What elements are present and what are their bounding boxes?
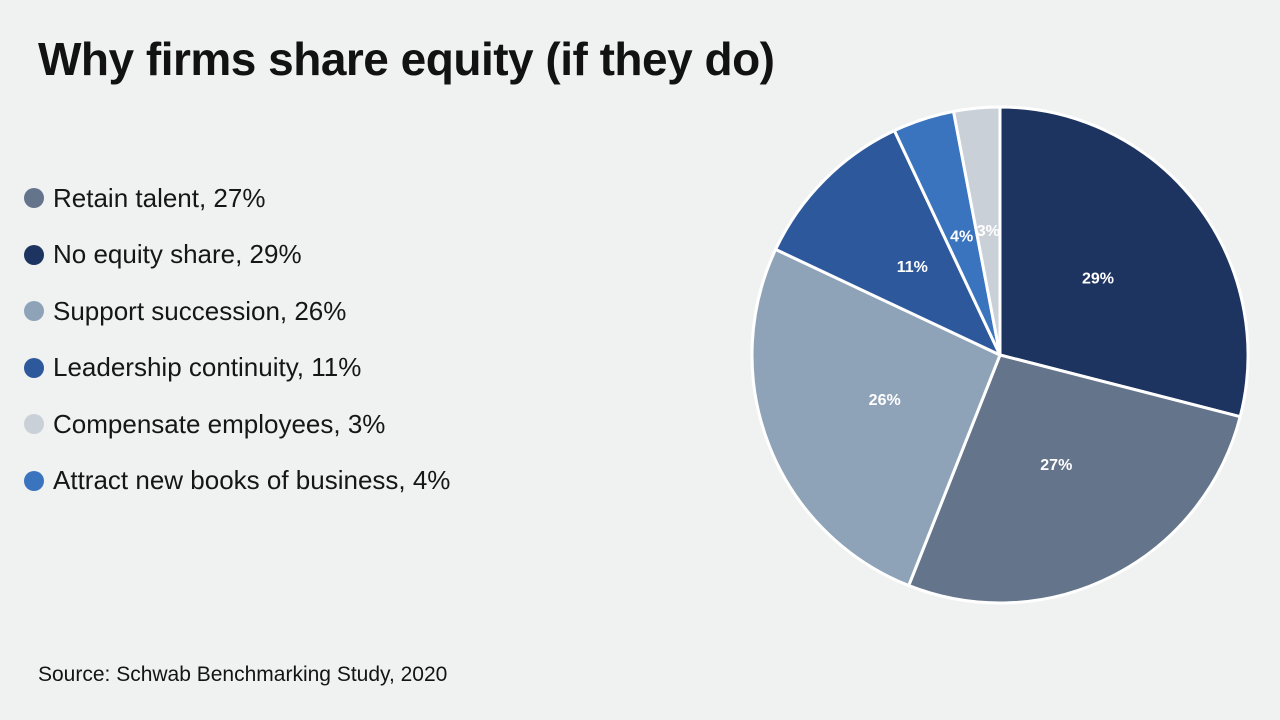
legend-item-no-equity-share: No equity share, 29%	[24, 227, 450, 284]
legend-bullet-icon	[24, 470, 44, 491]
legend-item-label: Support succession, 26%	[53, 295, 347, 326]
legend-bullet-icon	[24, 301, 44, 322]
legend-item-label: Leadership continuity, 11%	[53, 352, 362, 383]
legend-item-attract-new-books: Attract new books of business, 4%	[24, 453, 450, 510]
pie-data-label: 11%	[897, 259, 928, 276]
page-title: Why firms share equity (if they do)	[38, 33, 775, 85]
legend-item-compensate-employees: Compensate employees, 3%	[24, 396, 450, 453]
legend-item-leadership-continuity: Leadership continuity, 11%	[24, 340, 450, 397]
pie-data-label: 4%	[950, 229, 973, 246]
pie-slice-no-equity-share	[998, 105, 1250, 419]
legend-item-retain-talent: Retain talent, 27%	[24, 170, 450, 227]
pie-slice-retain-talent	[907, 353, 1242, 605]
legend-bullet-icon	[24, 357, 44, 378]
legend-item-label: No equity share, 29%	[53, 239, 302, 270]
legend-item-label: Compensate employees, 3%	[53, 408, 386, 439]
pie-slice-support-succession	[750, 247, 1002, 588]
legend-item-label: Attract new books of business, 4%	[53, 465, 451, 496]
pie-slice-leadership-continuity	[774, 129, 1002, 357]
legend-bullet-icon	[24, 244, 44, 265]
legend: Retain talent, 27% No equity share, 29% …	[24, 170, 450, 509]
legend-bullet-icon	[24, 188, 44, 209]
pie-slice-compensate-employees	[952, 105, 1002, 357]
pie-data-label: 29%	[1082, 271, 1114, 288]
legend-bullet-icon	[24, 414, 44, 435]
source-attribution: Source: Schwab Benchmarking Study, 2020	[38, 663, 448, 686]
pie-data-label: 27%	[1040, 457, 1072, 474]
pie-data-label: 26%	[869, 392, 901, 409]
pie-data-label: 3%	[977, 223, 1000, 240]
pie-chart: 29% 27% 26% 11% 4% 3%	[750, 105, 1250, 605]
legend-item-support-succession: Support succession, 26%	[24, 283, 450, 340]
legend-item-label: Retain talent, 27%	[53, 182, 266, 213]
